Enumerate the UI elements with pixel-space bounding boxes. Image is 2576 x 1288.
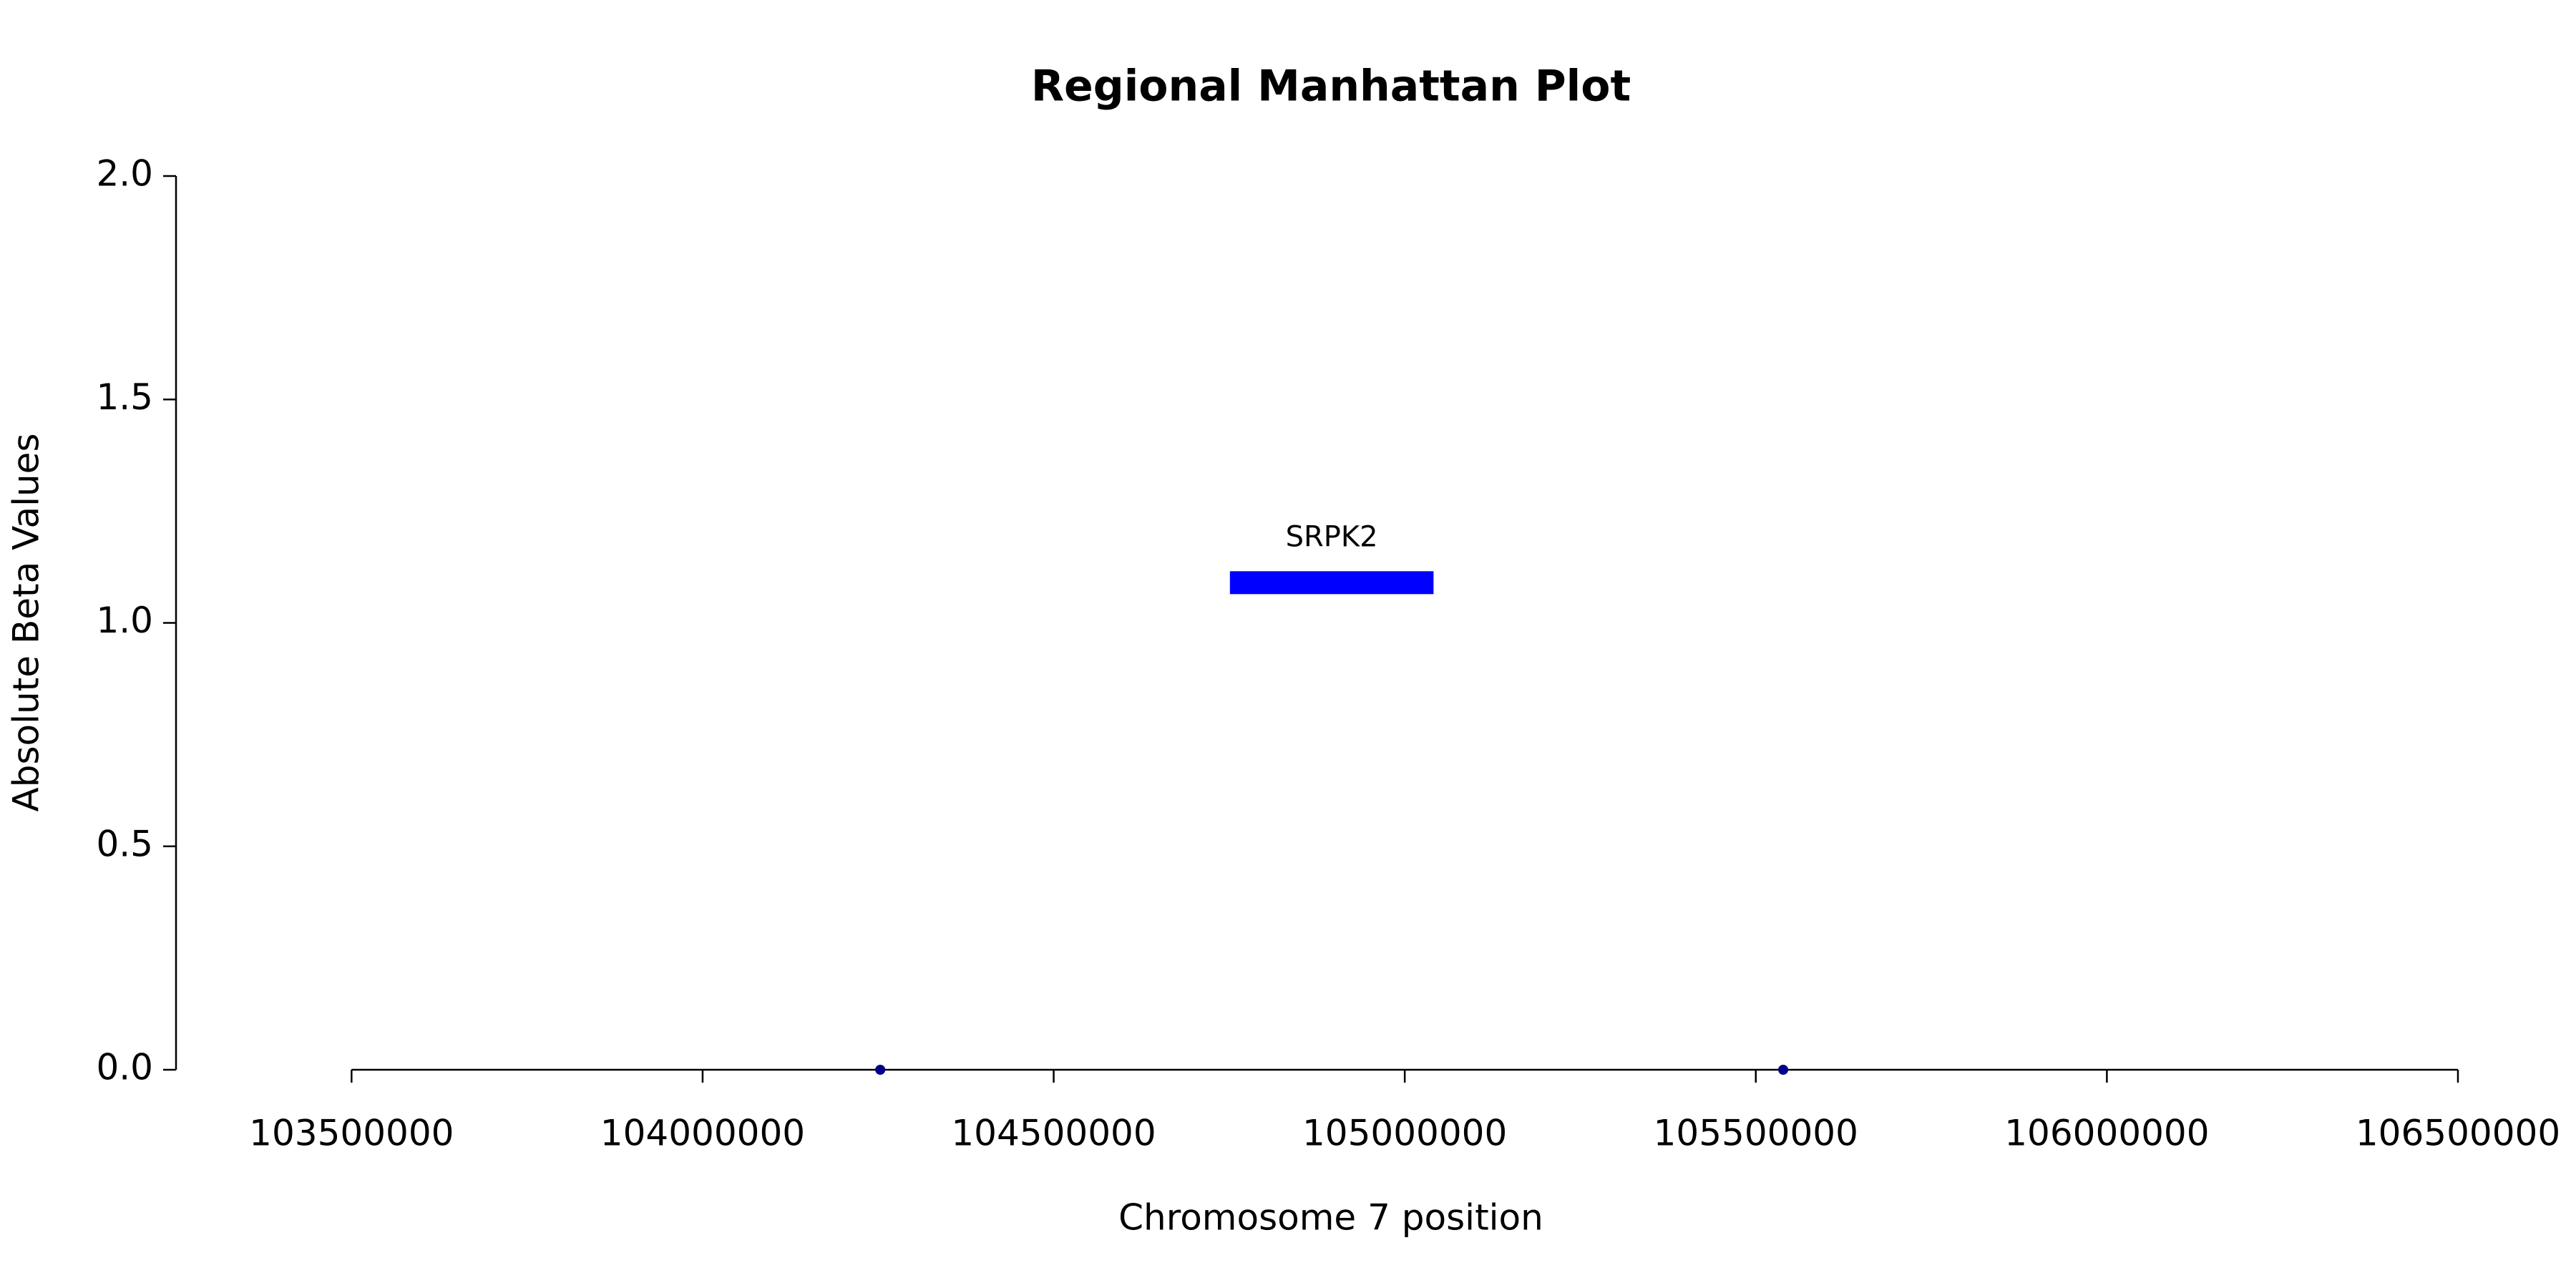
- x-tick-label: 106000000: [2004, 1113, 2209, 1154]
- y-tick-label: 0.0: [96, 1047, 153, 1088]
- point: [1778, 1065, 1789, 1075]
- x-tick-label: 103500000: [249, 1113, 454, 1154]
- x-tick-label: 105500000: [1654, 1113, 1858, 1154]
- y-axis-label: Absolute Beta Values: [6, 434, 47, 812]
- x-tick-label: 104500000: [951, 1113, 1156, 1154]
- gene-bar: [1229, 571, 1434, 595]
- y-tick-label: 2.0: [96, 153, 153, 195]
- chart-title: Regional Manhattan Plot: [1031, 62, 1631, 112]
- x-tick-label: 105000000: [1302, 1113, 1507, 1154]
- y-tick-label: 1.5: [96, 376, 153, 418]
- y-tick-label: 1.0: [96, 600, 153, 641]
- gene-label: SRPK2: [1286, 520, 1378, 553]
- x-tick-label: 104000000: [600, 1113, 805, 1154]
- y-tick-label: 0.5: [96, 823, 153, 864]
- point: [875, 1065, 886, 1075]
- x-axis-label: Chromosome 7 position: [1118, 1197, 1543, 1239]
- x-tick-label: 106500000: [2356, 1113, 2560, 1154]
